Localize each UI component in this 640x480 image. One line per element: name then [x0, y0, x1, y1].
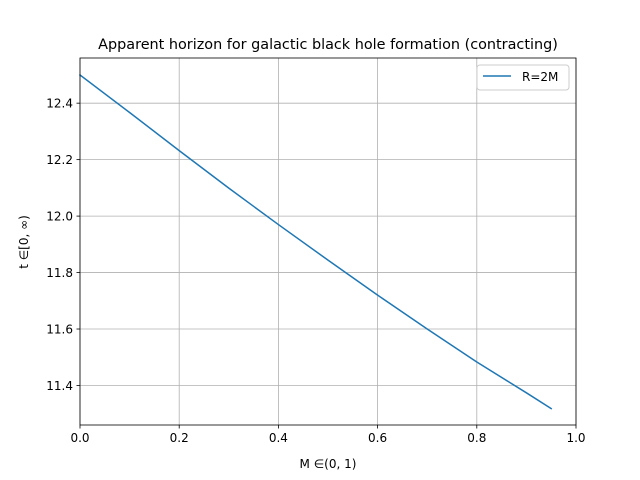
y-tick-label: 11.8 [46, 266, 73, 280]
x-tick-label: 0.4 [269, 431, 288, 445]
plot-frame [79, 57, 577, 426]
grid [79, 58, 577, 425]
x-tick-label: 0.0 [70, 431, 89, 445]
y-axis-label: t ∈[0, ∞) [17, 215, 31, 269]
series-line-r2m [78, 73, 553, 410]
legend-box [476, 64, 570, 91]
y-tick-label: 11.4 [46, 379, 73, 393]
x-tick-label: 0.2 [170, 431, 189, 445]
x-tick-label: 1.0 [566, 431, 585, 445]
y-tick-label: 12.2 [46, 153, 73, 167]
chart-title: Apparent horizon for galactic black hole… [98, 37, 558, 53]
y-tick-label: 11.6 [46, 322, 73, 336]
y-tick-label: 12.4 [46, 96, 73, 110]
legend: R=2M [476, 64, 570, 91]
x-tick-label: 0.8 [467, 431, 486, 445]
y-tick-label: 12.0 [46, 209, 73, 223]
legend-label-r2m: R=2M [522, 70, 558, 84]
x-tick-label: 0.6 [368, 431, 387, 445]
ticks: 0.0 0.2 0.4 0.6 0.8 1.0 11.4 11.6 11.8 12.0 12.2 12… [46, 96, 585, 445]
series-layer [78, 73, 553, 410]
x-axis-label: M ∈(0, 1) [300, 457, 357, 471]
